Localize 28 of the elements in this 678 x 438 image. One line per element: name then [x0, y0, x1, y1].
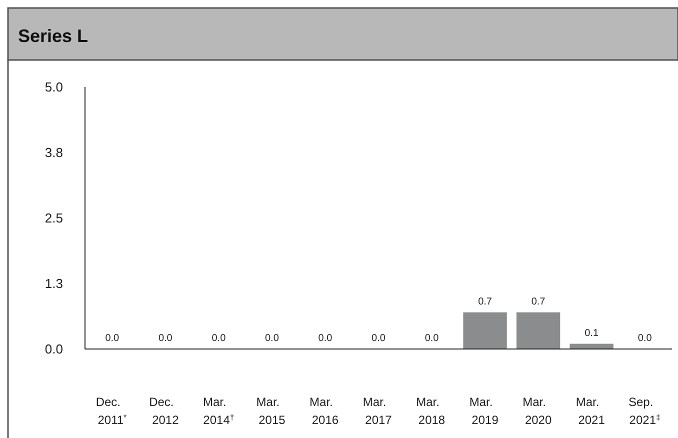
- y-tick-label: 3.8: [44, 145, 63, 160]
- data-label: 0.1: [584, 328, 599, 339]
- data-label: 0.0: [318, 333, 333, 344]
- chart-title: Series L: [18, 26, 88, 46]
- y-tick-label: 2.5: [44, 210, 63, 226]
- data-label: 0.0: [638, 333, 652, 344]
- data-label: 0.0: [212, 333, 226, 344]
- x-tick-label: Mar. 2014$^{†}$: [203, 395, 234, 427]
- x-tick-label: Dec. 2012: [149, 395, 180, 427]
- data-label: 0.0: [265, 333, 280, 344]
- x-tick-label: Mar. 2015: [256, 395, 286, 427]
- data-label: 0.0: [105, 333, 120, 344]
- data-label: 0.0: [158, 333, 173, 344]
- x-tick-label: Mar. 2021: [576, 395, 606, 427]
- data-label: 0.7: [478, 296, 492, 308]
- data-label: 0.0: [372, 333, 386, 344]
- x-tick-label: Mar. 2018: [416, 395, 446, 427]
- x-tick-label: Mar. 2019: [469, 395, 499, 427]
- y-tick-label: 1.3: [44, 276, 63, 292]
- data-label: 0.7: [531, 296, 546, 308]
- x-tick-label: Dec. 2011$^{*}$: [96, 395, 127, 427]
- x-tick-label: Mar. 2016: [310, 395, 339, 427]
- x-tick-label: Sep. 2021$^{‡}$: [628, 395, 660, 427]
- x-tick-label: Mar. 2017: [362, 395, 392, 427]
- y-tick-label: 0.0: [44, 342, 63, 357]
- y-tick-label: 5.0: [44, 80, 63, 95]
- data-label: 0.0: [424, 333, 440, 344]
- x-tick-label: Mar. 2020: [522, 395, 552, 427]
